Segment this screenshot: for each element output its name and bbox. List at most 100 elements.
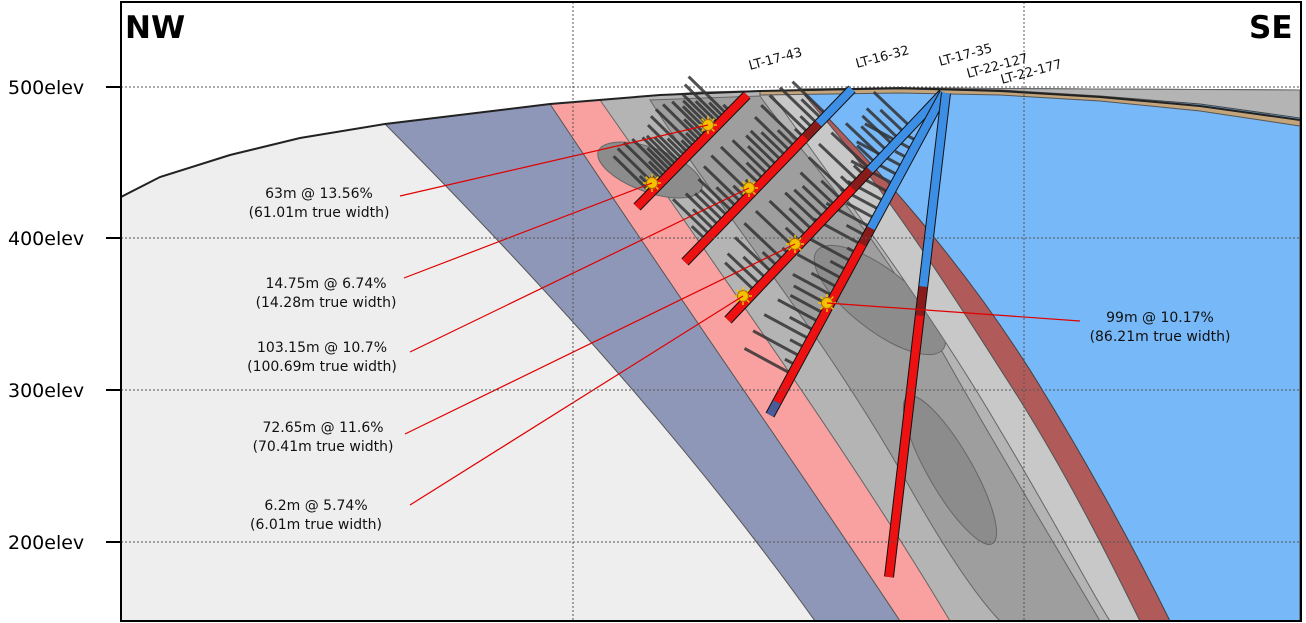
assay-bar bbox=[753, 116, 793, 154]
assay-bar bbox=[777, 298, 821, 324]
intercept-annotation: 99m @ 10.17% (86.21m true width) bbox=[1090, 310, 1231, 345]
assay-bar bbox=[646, 123, 685, 161]
drill-hole-segment bbox=[867, 91, 948, 231]
assay-bar bbox=[778, 86, 820, 126]
assay-bar bbox=[702, 165, 744, 205]
assay-bar bbox=[694, 100, 720, 125]
drill-hole-segment bbox=[815, 86, 855, 127]
annotation-leaders bbox=[399, 124, 1081, 506]
drill-hole-segment bbox=[858, 226, 875, 247]
intercept-true-width: (14.28m true width) bbox=[256, 295, 397, 311]
assay-bar bbox=[743, 347, 793, 376]
intercept-annotation: 63m @ 13.56% (61.01m true width) bbox=[249, 186, 390, 221]
assay-bar bbox=[683, 83, 723, 122]
drill-hole-segment bbox=[849, 167, 873, 192]
drill-hole-segment bbox=[725, 185, 856, 323]
assay-bar bbox=[752, 329, 803, 359]
drill-hole-segment bbox=[919, 92, 950, 288]
assay-bar bbox=[860, 125, 889, 153]
intercept-grade: 99m @ 10.17% bbox=[1106, 310, 1214, 326]
assay-bar bbox=[697, 177, 735, 214]
assay-bar bbox=[763, 313, 812, 341]
intercept-true-width: (6.01m true width) bbox=[250, 517, 382, 533]
assay-bar bbox=[612, 155, 652, 194]
assay-bar bbox=[726, 252, 763, 287]
drill-hole-segment bbox=[866, 90, 946, 173]
assay-bar bbox=[743, 222, 786, 262]
assay-bar bbox=[699, 188, 730, 218]
assay-bar bbox=[789, 293, 826, 316]
assay-bar bbox=[872, 90, 912, 129]
drill-hole-segment bbox=[766, 400, 781, 417]
assay-bar bbox=[645, 134, 679, 167]
drill-hole-segment bbox=[634, 92, 750, 210]
intercept-grade: 72.65m @ 11.6% bbox=[262, 420, 383, 436]
assay-bar bbox=[793, 188, 826, 220]
grid bbox=[121, 2, 1301, 621]
assay-bar bbox=[817, 142, 860, 183]
assay-bar bbox=[810, 271, 840, 290]
assay-bar bbox=[724, 261, 757, 293]
assay-bar bbox=[760, 131, 788, 158]
intercept-true-width: (70.41m true width) bbox=[253, 439, 394, 455]
intercept-annotation: 103.15m @ 10.7% (100.69m true width) bbox=[247, 340, 397, 375]
assay-bar bbox=[653, 136, 682, 164]
topography-line bbox=[121, 86, 1301, 198]
assay-bar bbox=[672, 198, 712, 237]
drill-hole-segment bbox=[915, 286, 928, 317]
intercept-grade: 6.2m @ 5.74% bbox=[264, 498, 367, 514]
assay-bar bbox=[768, 199, 809, 238]
assay-bar bbox=[631, 138, 670, 176]
assay-bar bbox=[742, 255, 768, 281]
assay-bar bbox=[654, 108, 697, 149]
assay-bar bbox=[661, 103, 703, 143]
elevation-label: 300elev bbox=[8, 380, 84, 402]
elevation-label: 500elev bbox=[8, 77, 84, 99]
assay-bar bbox=[649, 115, 691, 155]
assay-bar bbox=[864, 122, 914, 152]
assay-bar bbox=[845, 201, 877, 221]
intercept-grade: 14.75m @ 6.74% bbox=[265, 276, 386, 292]
assay-bar bbox=[734, 236, 774, 275]
assay-bar bbox=[746, 145, 775, 172]
direction-label-se: SE bbox=[1249, 10, 1293, 46]
section-frame bbox=[120, 1, 1302, 622]
assay-bar bbox=[879, 108, 907, 135]
elevation-label: 400elev bbox=[8, 228, 84, 250]
intercept-annotation: 72.65m @ 11.6% (70.41m true width) bbox=[253, 420, 394, 455]
assay-bar bbox=[687, 75, 729, 116]
assay-bar bbox=[754, 210, 797, 250]
assay-bar bbox=[671, 100, 708, 137]
intercept-true-width: (100.69m true width) bbox=[247, 359, 397, 375]
elevation-label: 200elev bbox=[8, 532, 84, 554]
intercept-true-width: (86.21m true width) bbox=[1090, 329, 1231, 345]
leader-line bbox=[403, 182, 653, 279]
assay-bar bbox=[646, 147, 673, 173]
assay-bar bbox=[749, 129, 784, 163]
assay-bar bbox=[799, 171, 837, 208]
intercept-grade: 103.15m @ 10.7% bbox=[257, 340, 387, 356]
drill-hole-traces bbox=[633, 85, 951, 578]
assay-bar bbox=[768, 94, 811, 135]
drill-hole-segment bbox=[682, 134, 809, 265]
assay-bar bbox=[865, 107, 901, 141]
leader-line bbox=[399, 124, 709, 197]
intercept-grade: 63m @ 13.56% bbox=[265, 186, 373, 202]
intercept-true-width: (61.01m true width) bbox=[249, 205, 390, 221]
assay-bar bbox=[760, 104, 802, 144]
assay-bar bbox=[641, 136, 676, 170]
leader-line bbox=[409, 295, 744, 506]
assay-bar bbox=[788, 207, 814, 232]
assay-bar bbox=[830, 131, 872, 171]
assay-bar bbox=[807, 156, 849, 196]
assay-bar bbox=[803, 234, 854, 264]
direction-label-nw: NW bbox=[125, 10, 185, 46]
assay-bar bbox=[784, 191, 820, 226]
leader-line bbox=[409, 187, 750, 353]
leader-line bbox=[826, 302, 1081, 322]
assay-bar bbox=[792, 272, 835, 298]
assay-bar bbox=[745, 134, 779, 168]
assay-bar bbox=[731, 139, 770, 177]
intercept-annotation: 6.2m @ 5.74% (6.01m true width) bbox=[250, 498, 382, 533]
